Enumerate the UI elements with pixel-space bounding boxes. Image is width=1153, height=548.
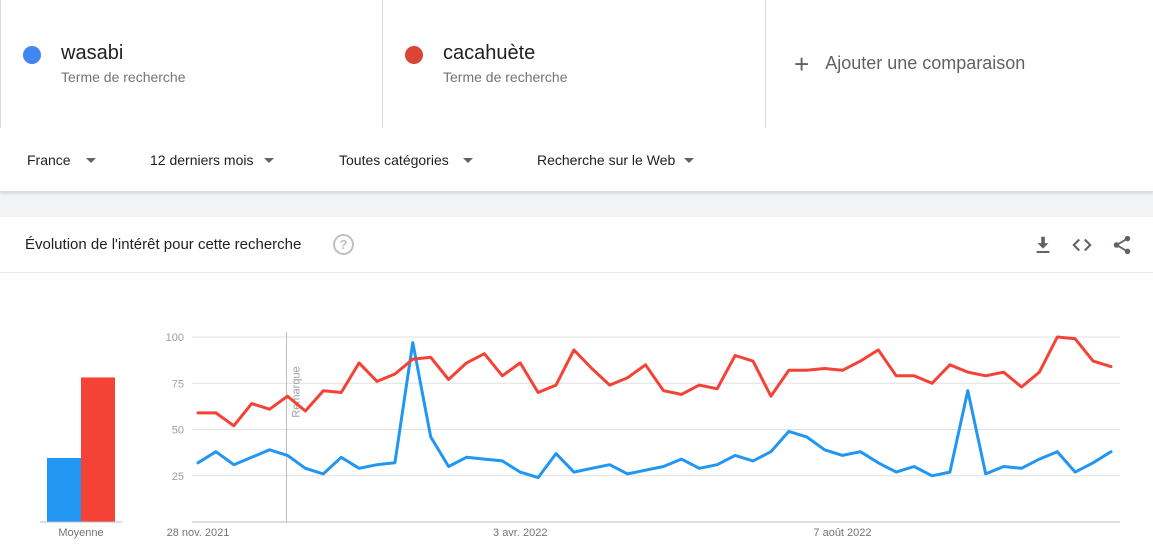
search-terms-bar: wasabi Terme de recherche cacahuète Term…: [0, 0, 1153, 129]
average-bar-wasabi: [47, 457, 81, 522]
time-range-dropdown-label: 12 derniers mois: [150, 152, 254, 168]
share-icon[interactable]: [1111, 234, 1133, 256]
add-comparison-label: Ajouter une comparaison: [825, 53, 1026, 73]
y-tick-label: 50: [172, 425, 184, 437]
card-title: Évolution de l'intérêt pour cette recher…: [25, 236, 302, 253]
caret-down-icon: [684, 157, 695, 163]
term-subtitle: Terme de recherche: [61, 69, 186, 85]
region-dropdown-label: France: [27, 152, 71, 168]
average-bar-cacahuete: [81, 377, 115, 522]
term-subtitle: Terme de recherche: [443, 69, 568, 85]
time-range-dropdown[interactable]: 12 derniers mois: [150, 152, 274, 168]
download-icon[interactable]: [1032, 234, 1054, 256]
add-comparison-button[interactable]: + Ajouter une comparaison: [766, 0, 1152, 128]
interest-chart: 25 50 75 100 Remarque 28 nov. 2021 3 avr. 2022…: [40, 332, 1120, 539]
average-label: Moyenne: [58, 527, 103, 539]
search-type-dropdown-label: Recherche sur le Web: [537, 152, 676, 168]
interest-over-time-card: Évolution de l'intérêt pour cette recher…: [0, 217, 1153, 548]
filters-bar: France 12 derniers mois Toutes catégorie…: [0, 128, 1153, 192]
caret-down-icon: [263, 157, 274, 163]
caret-down-icon: [85, 157, 96, 163]
x-tick-label: 7 août 2022: [813, 527, 871, 539]
help-icon[interactable]: ?: [333, 234, 354, 255]
term-card-wasabi[interactable]: wasabi Terme de recherche: [0, 0, 383, 128]
series-line-wasabi: [196, 341, 1113, 480]
plus-icon: +: [794, 48, 810, 79]
y-tick-label: 25: [172, 471, 184, 483]
y-tick-label: 75: [172, 378, 184, 390]
term-name: wasabi: [61, 42, 124, 64]
x-tick-label: 3 avr. 2022: [493, 527, 547, 539]
x-tick-label: 28 nov. 2021: [167, 527, 230, 539]
search-type-dropdown[interactable]: Recherche sur le Web: [537, 152, 695, 168]
category-dropdown[interactable]: Toutes catégories: [339, 152, 473, 168]
caret-down-icon: [462, 157, 473, 163]
region-dropdown[interactable]: France: [27, 152, 96, 168]
term-card-cacahuete[interactable]: cacahuète Terme de recherche: [383, 0, 766, 128]
category-dropdown-label: Toutes catégories: [339, 152, 449, 168]
y-tick-label: 100: [166, 332, 184, 344]
embed-icon[interactable]: [1071, 234, 1093, 256]
series-line-cacahuete: [196, 335, 1113, 428]
term-name: cacahuète: [443, 42, 536, 64]
cacahuete-color-dot: [405, 46, 423, 64]
card-header: Évolution de l'intérêt pour cette recher…: [0, 217, 1153, 273]
wasabi-color-dot: [23, 46, 41, 64]
annotation-label: Remarque: [291, 366, 303, 417]
